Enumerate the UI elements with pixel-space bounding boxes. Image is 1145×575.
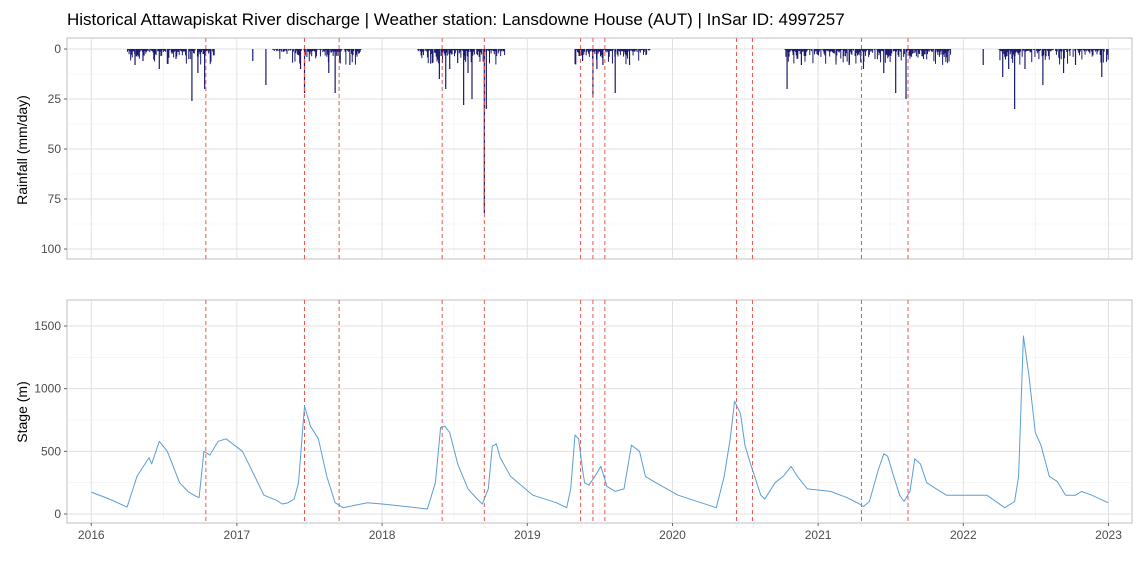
stage-y-tick-label: 500: [41, 444, 61, 458]
rainfall-y-tick-label: 75: [48, 192, 62, 206]
stage-panel: 2016 2017 2018 2019 2020 2021 2022 2023 0 500 1000…: [34, 299, 1133, 542]
stage-y-tick-label: 1500: [34, 319, 61, 333]
x-tick-label: 2023: [1095, 528, 1122, 542]
chart-title: Historical Attawapiskat River discharge …: [67, 10, 845, 29]
rainfall-axis-title: Rainfall (mm/day): [14, 95, 30, 205]
x-tick-label: 2016: [78, 528, 105, 542]
x-tick-label: 2018: [369, 528, 396, 542]
stage-line: [91, 335, 1109, 510]
stage-y-tick-label: 1000: [34, 382, 61, 396]
rainfall-y-tick-label: 100: [41, 242, 61, 256]
x-tick-label: 2021: [805, 528, 832, 542]
rainfall-y-tick-label: 25: [48, 92, 62, 106]
rainfall-y-tick-label: 0: [54, 42, 61, 56]
stage-axis-title: Stage (m): [14, 381, 30, 442]
x-tick-label: 2020: [659, 528, 686, 542]
rainfall-y-tick-label: 50: [48, 142, 62, 156]
rainfall-panel: 0 25 50 75 100: [41, 37, 1133, 260]
x-tick-label: 2017: [224, 528, 251, 542]
x-tick-label: 2019: [514, 528, 541, 542]
stage-y-tick-label: 0: [54, 507, 61, 521]
x-tick-label: 2022: [950, 528, 977, 542]
